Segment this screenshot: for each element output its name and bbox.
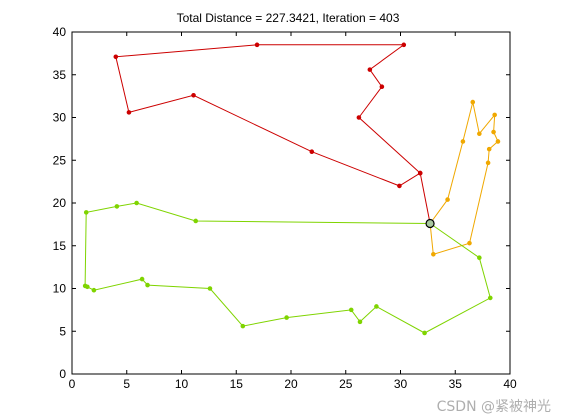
y-tick-label: 35 <box>53 68 67 82</box>
x-tick-label: 40 <box>503 377 517 391</box>
route-3-point <box>91 287 97 293</box>
route-1-point <box>379 84 385 90</box>
y-tick-label: 30 <box>53 111 67 125</box>
y-tick-label: 5 <box>59 324 66 338</box>
route-1-point <box>401 42 407 48</box>
y-tick-label: 20 <box>53 196 67 210</box>
depot-marker <box>425 218 435 229</box>
route-2-point <box>495 139 501 144</box>
x-tick-label: 5 <box>123 377 130 391</box>
y-tick-label: 25 <box>53 153 67 167</box>
x-tick-label: 35 <box>449 377 463 391</box>
route-3-point <box>139 276 145 282</box>
y-tick-label: 0 <box>59 367 66 381</box>
route-3-point <box>284 315 289 320</box>
x-tick-label: 25 <box>339 377 353 391</box>
route-1-point <box>191 92 196 98</box>
routes <box>84 44 499 334</box>
route-2-point <box>460 139 466 144</box>
route-3-point <box>240 323 246 329</box>
route-line-3 <box>84 202 491 334</box>
route-3-point <box>193 218 199 224</box>
route-points <box>82 42 501 336</box>
y-tick-label: 40 <box>53 25 67 39</box>
x-tick-label: 0 <box>69 377 76 391</box>
route-2-point <box>485 160 491 166</box>
route-1-point <box>397 183 402 189</box>
route-3-point <box>82 283 88 289</box>
route-1-point <box>126 110 132 115</box>
route-3-point <box>422 330 427 336</box>
x-tick-label: 10 <box>175 377 189 391</box>
route-2-point <box>445 197 450 202</box>
route-1-point <box>113 54 119 60</box>
route-2-point <box>477 131 482 137</box>
route-1-point <box>417 170 423 176</box>
route-3-point <box>114 204 120 209</box>
chart-title: Total Distance = 227.3421, Iteration = 4… <box>177 11 400 25</box>
route-3-point <box>83 210 89 215</box>
x-tick-label: 30 <box>394 377 408 391</box>
x-tick-label: 20 <box>284 377 298 391</box>
route-line-1 <box>115 44 431 224</box>
route-3-point <box>145 282 150 288</box>
route-3-point <box>357 319 363 325</box>
watermark-text: CSDN @紧被神光 <box>436 399 551 415</box>
route-2-point <box>492 112 497 118</box>
route-3-point <box>487 295 493 301</box>
route-2-point <box>431 252 436 257</box>
route-3-point <box>348 307 354 313</box>
route-2-point <box>491 129 496 135</box>
route-1-point <box>309 149 315 154</box>
route-3-point <box>207 286 213 291</box>
route-3-point <box>477 255 482 261</box>
axes: 0 5 10 15 20 25 30 35 40 0 5 10 15 20 25 30 35 40 <box>53 25 517 391</box>
route-2-point <box>467 240 472 246</box>
route-1-point <box>367 67 373 72</box>
route-line-2 <box>429 101 499 255</box>
y-tick-label: 15 <box>53 239 67 253</box>
depot <box>425 218 435 229</box>
route-1-point <box>356 115 362 120</box>
route-3-point <box>134 200 139 206</box>
y-tick-label: 10 <box>53 282 67 296</box>
x-tick-label: 15 <box>230 377 244 391</box>
route-2-point <box>486 146 492 152</box>
route-1-point <box>254 42 260 48</box>
route-3-point <box>374 304 379 309</box>
route-2-point <box>470 99 476 105</box>
